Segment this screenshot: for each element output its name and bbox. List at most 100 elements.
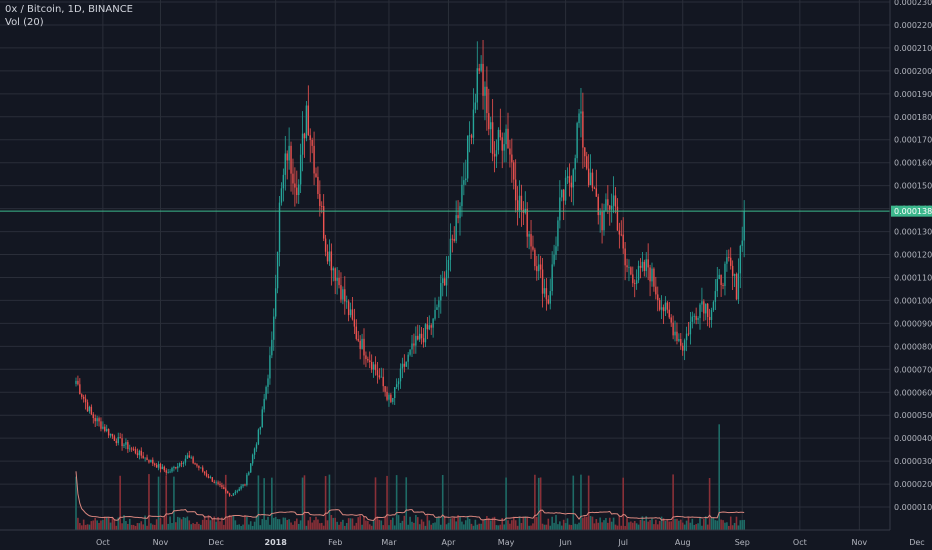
candle-body xyxy=(111,433,114,437)
time-tick-label: Nov xyxy=(153,538,169,547)
candle-body xyxy=(140,450,142,456)
candle-body xyxy=(655,286,657,295)
candle-body xyxy=(649,267,651,282)
volume-bar xyxy=(628,522,630,530)
candle-body xyxy=(474,102,477,110)
price-tick-label: 0.00004000 xyxy=(894,434,932,443)
volume-bar xyxy=(332,517,335,530)
volume-bar xyxy=(163,516,166,530)
candle-body xyxy=(593,187,596,189)
candle-body xyxy=(121,438,123,447)
volume-indicator-title[interactable]: Vol (20) xyxy=(5,17,44,28)
candle-body xyxy=(226,491,229,494)
volume-bar xyxy=(687,517,690,530)
volume-bar xyxy=(447,522,450,530)
volume-bar xyxy=(578,522,580,530)
price-axis-background[interactable] xyxy=(890,0,932,530)
volume-bar xyxy=(361,524,363,530)
volume-bar xyxy=(413,522,415,530)
candle-body xyxy=(155,464,158,468)
volume-bar xyxy=(138,523,141,530)
candle-body xyxy=(630,267,632,275)
volume-bar xyxy=(530,525,532,530)
candle-body xyxy=(543,288,546,294)
candle-body xyxy=(653,268,655,287)
candle-body xyxy=(436,307,438,310)
candle-body xyxy=(530,234,532,247)
volume-bar xyxy=(695,524,697,530)
candle-body xyxy=(378,375,381,378)
volume-bar xyxy=(230,516,233,530)
candle-body xyxy=(562,189,565,201)
volume-bar xyxy=(664,520,667,530)
volume-bar xyxy=(297,523,300,530)
candle-body xyxy=(580,111,582,114)
volume-bar xyxy=(296,518,298,530)
candle-body xyxy=(691,316,694,322)
volume-bar xyxy=(376,516,379,530)
volume-bar xyxy=(572,475,575,530)
volume-bar xyxy=(299,520,302,530)
volume-bar xyxy=(246,516,248,530)
candle-body xyxy=(413,343,415,346)
candle-body xyxy=(610,205,613,210)
candle-body xyxy=(676,331,678,341)
candle-body xyxy=(255,444,258,449)
candle-body xyxy=(570,182,573,188)
volume-bar xyxy=(374,477,377,530)
volume-bar xyxy=(121,523,123,530)
volume-bar xyxy=(215,521,217,530)
volume-bar xyxy=(305,525,308,530)
candle-body xyxy=(438,300,440,308)
candle-body xyxy=(516,200,519,211)
volume-bar xyxy=(176,516,179,530)
candle-body xyxy=(484,86,486,96)
candle-body xyxy=(699,304,701,319)
candle-body xyxy=(79,384,81,395)
candle-body xyxy=(286,153,288,161)
volume-bar xyxy=(409,516,411,530)
volume-bar xyxy=(728,525,730,530)
candle-body xyxy=(157,463,160,468)
volume-bar xyxy=(626,518,628,530)
volume-bar xyxy=(382,525,384,530)
time-axis-background[interactable] xyxy=(0,530,932,550)
candle-body xyxy=(513,162,515,180)
volume-bar xyxy=(739,520,742,530)
candle-body xyxy=(576,123,578,159)
volume-bar xyxy=(338,524,340,530)
volume-bar xyxy=(228,514,231,530)
volume-bar xyxy=(340,521,342,530)
volume-bar xyxy=(378,519,381,530)
candle-body xyxy=(620,234,622,236)
candle-body xyxy=(737,273,740,300)
candle-body xyxy=(119,437,121,439)
volume-bar xyxy=(618,515,621,530)
volume-bar xyxy=(670,521,672,530)
candle-body xyxy=(251,454,254,464)
volume-bar xyxy=(426,515,429,530)
candle-body xyxy=(395,384,398,388)
volume-bar xyxy=(211,518,214,530)
candle-body xyxy=(574,158,576,170)
volume-bar xyxy=(115,525,118,530)
volume-bar xyxy=(704,516,707,530)
candle-body xyxy=(161,466,164,470)
volume-bar xyxy=(157,476,160,530)
candle-body xyxy=(223,487,225,490)
volume-bar xyxy=(359,515,361,530)
candle-body xyxy=(708,317,711,320)
volume-bar xyxy=(353,525,356,530)
volume-bar xyxy=(514,520,517,530)
candle-body xyxy=(432,318,434,328)
volume-bar xyxy=(489,520,492,530)
symbol-title[interactable]: 0x / Bitcoin, 1D, BINANCE xyxy=(5,4,133,15)
volume-bar xyxy=(720,519,722,530)
volume-bar xyxy=(708,478,711,530)
volume-bar xyxy=(234,520,237,530)
candle-body xyxy=(163,466,166,471)
volume-bar xyxy=(249,521,252,530)
time-tick-label: Dec xyxy=(208,538,223,547)
candle-body xyxy=(415,335,417,346)
